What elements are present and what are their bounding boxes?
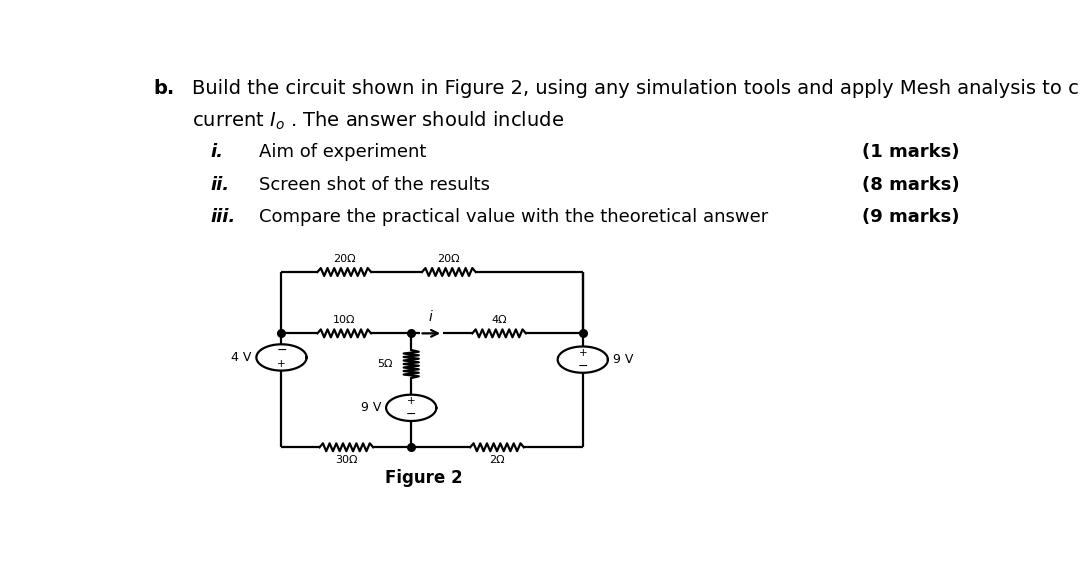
Text: Screen shot of the results: Screen shot of the results (259, 176, 490, 193)
Text: iii.: iii. (211, 208, 235, 226)
Text: −: − (276, 344, 286, 357)
Text: 9 V: 9 V (361, 401, 381, 414)
Text: (8 marks): (8 marks) (862, 176, 959, 193)
Text: −: − (578, 360, 588, 373)
Text: (1 marks): (1 marks) (862, 143, 959, 161)
Text: 4 V: 4 V (231, 351, 252, 364)
Text: +: + (407, 396, 416, 406)
Text: $i$: $i$ (429, 309, 434, 324)
Text: Build the circuit shown in Figure 2, using any simulation tools and apply Mesh a: Build the circuit shown in Figure 2, usi… (192, 79, 1080, 98)
Text: b.: b. (153, 79, 175, 98)
Text: 20Ω: 20Ω (333, 254, 355, 264)
Text: Aim of experiment: Aim of experiment (259, 143, 427, 161)
Text: ii.: ii. (211, 176, 229, 193)
Text: 4Ω: 4Ω (491, 315, 507, 325)
Text: 2Ω: 2Ω (489, 455, 504, 465)
Text: current $I_o$ . The answer should include: current $I_o$ . The answer should includ… (192, 110, 564, 132)
Text: (9 marks): (9 marks) (862, 208, 959, 226)
Text: 5Ω: 5Ω (377, 359, 393, 369)
Text: −: − (406, 408, 417, 421)
Text: +: + (579, 348, 588, 358)
Text: +: + (278, 359, 286, 369)
Text: Compare the practical value with the theoretical answer: Compare the practical value with the the… (259, 208, 768, 226)
Text: i.: i. (211, 143, 224, 161)
Text: Figure 2: Figure 2 (384, 469, 462, 486)
Text: 10Ω: 10Ω (333, 315, 355, 325)
Text: 9 V: 9 V (613, 353, 633, 366)
Text: 20Ω: 20Ω (437, 254, 460, 264)
Text: 30Ω: 30Ω (335, 455, 357, 465)
